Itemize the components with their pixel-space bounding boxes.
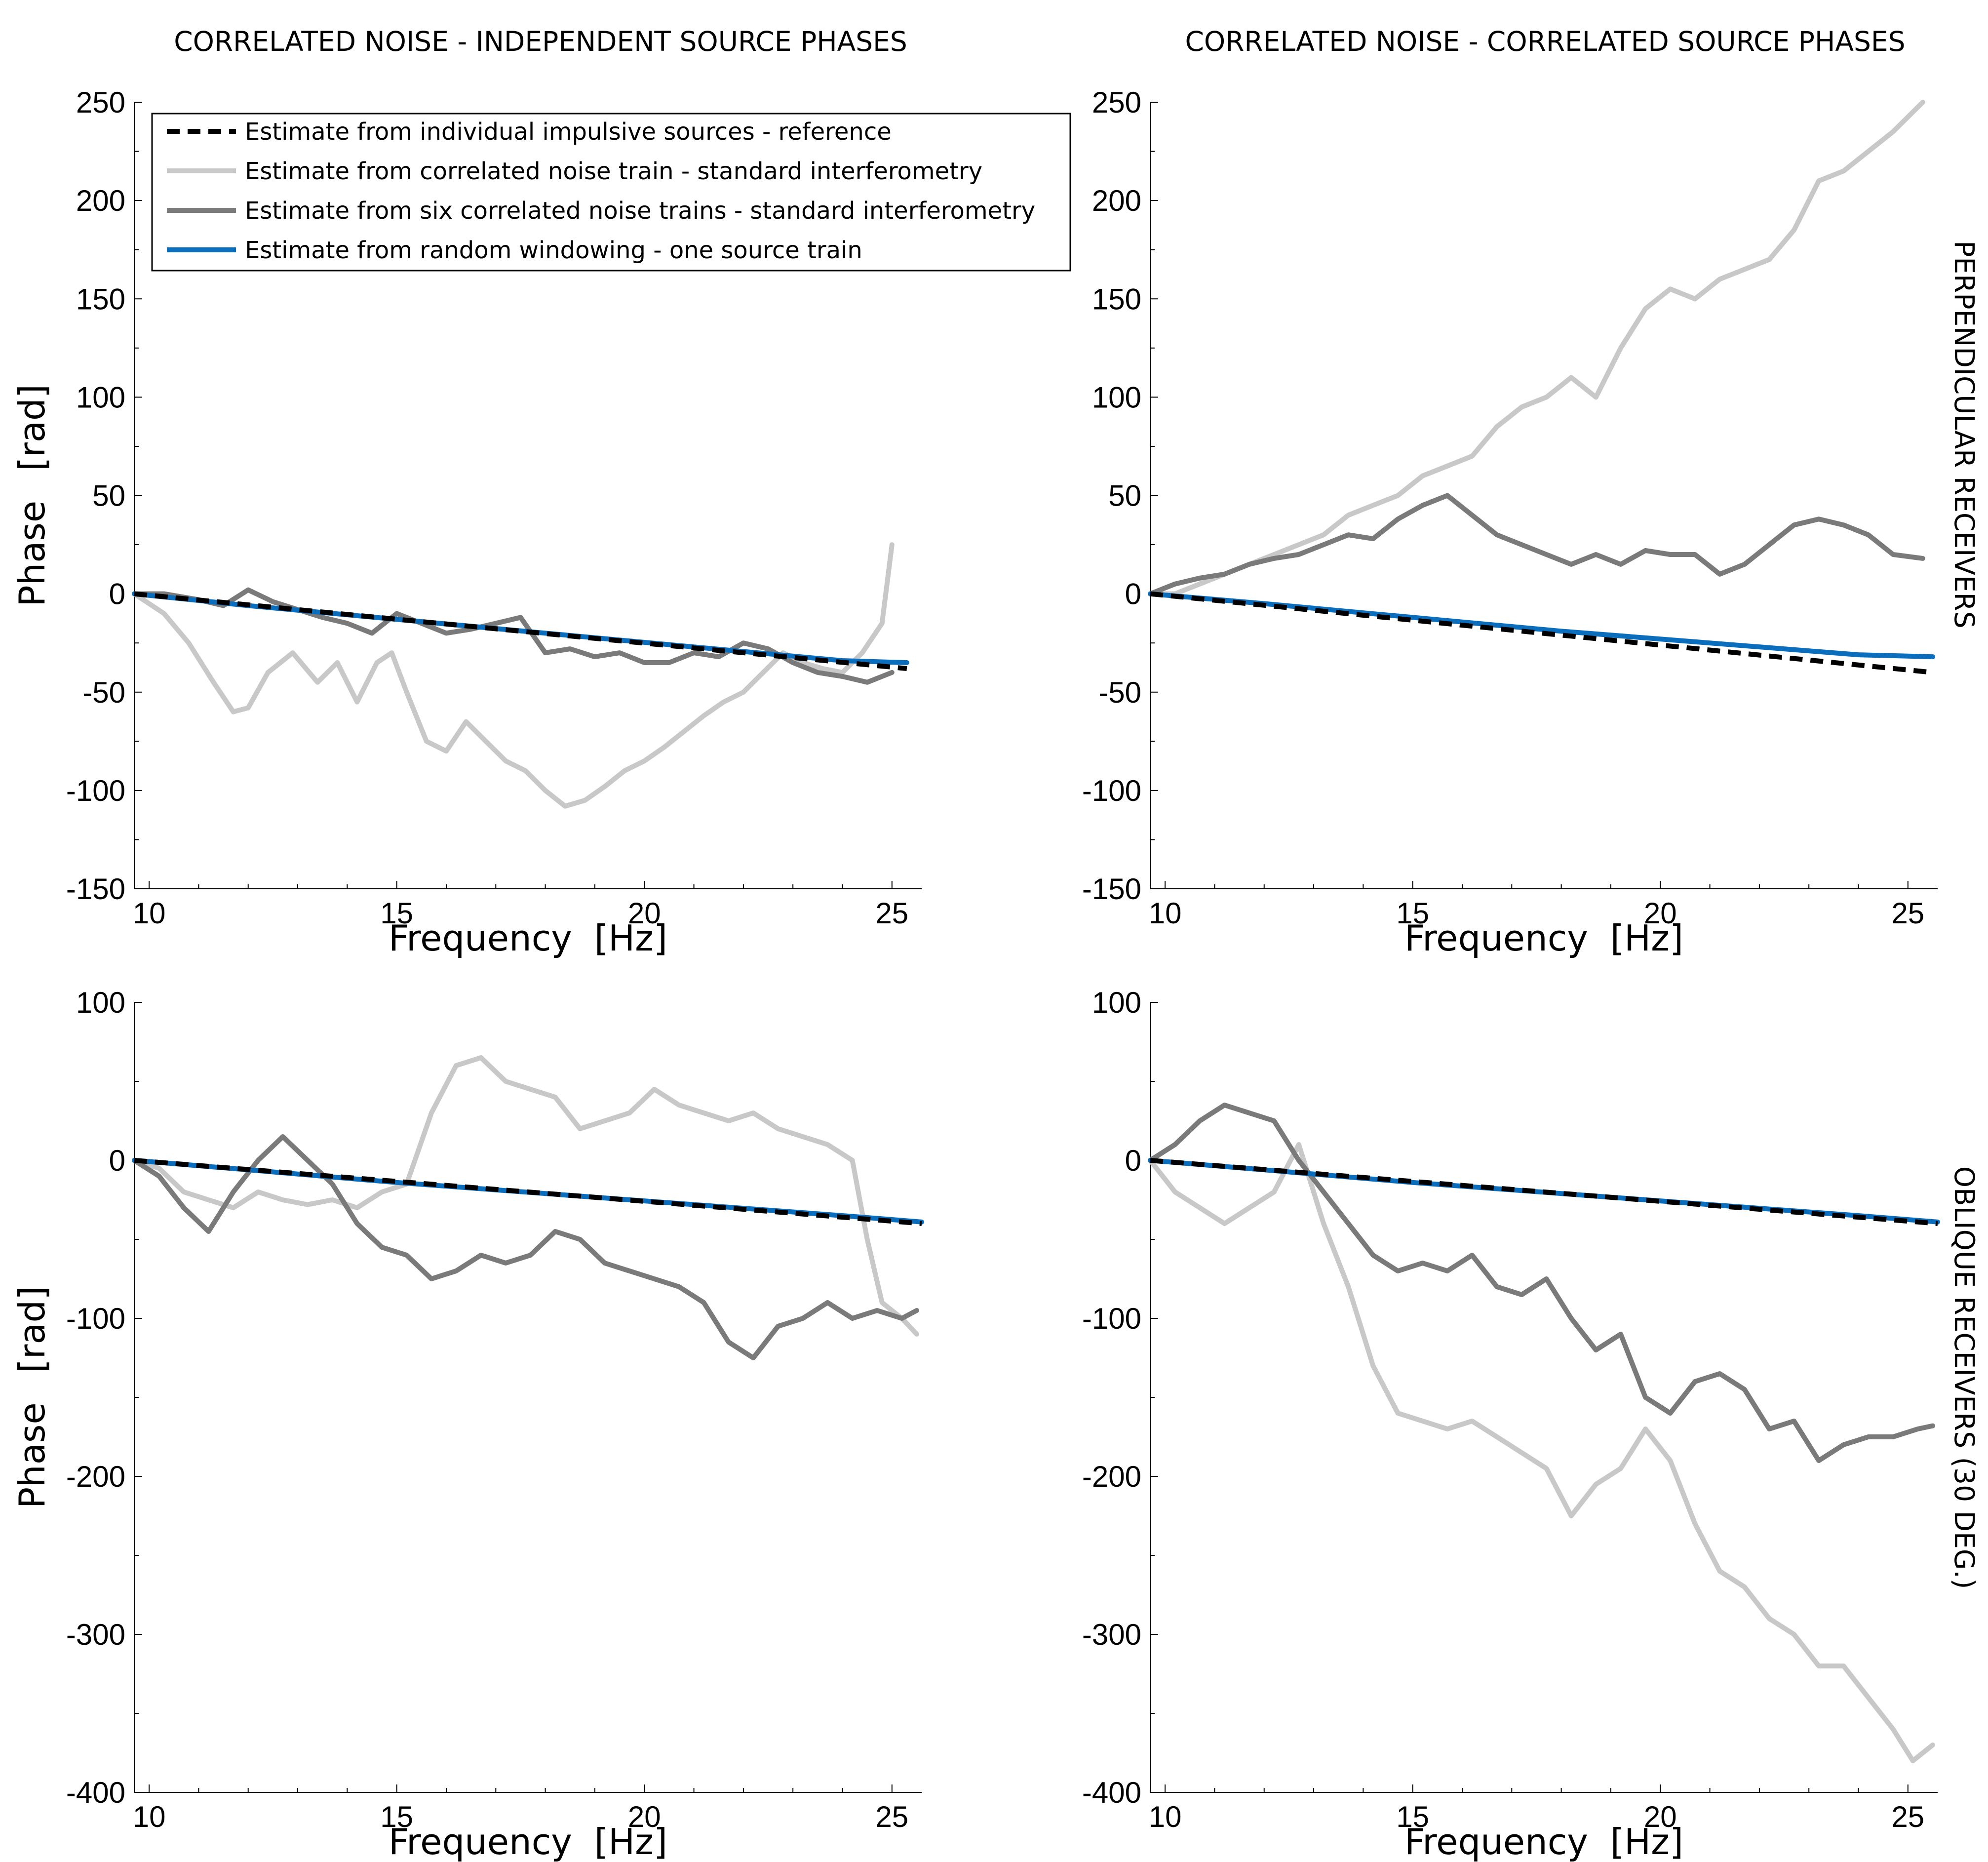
y-tick-label: 150 [76, 282, 125, 316]
x-tick-label: 25 [1891, 897, 1924, 930]
y-tick-label: -200 [1082, 1460, 1141, 1493]
y-tick-label: 250 [76, 86, 125, 119]
y-axis-label-unit: [rad] [11, 1286, 53, 1373]
x-tick-label: 25 [875, 1800, 908, 1833]
x-tick-label: 15 [1396, 1800, 1429, 1833]
y-tick-label: -100 [1082, 1302, 1141, 1335]
column-title-right: CORRELATED NOISE - CORRELATED SOURCE PHA… [1185, 26, 1905, 57]
y-tick-label: -300 [66, 1618, 125, 1651]
x-tick-label: 20 [1644, 897, 1677, 930]
x-axis-label-text: Frequency [389, 917, 572, 959]
y-tick-label: 50 [92, 479, 125, 513]
y-tick-label: 0 [1125, 1144, 1141, 1177]
panel-top-left: -150 -100 -50 0 50 100 150 200 250 10 15 20 25 Freque… [11, 86, 922, 959]
y-tick-label: 0 [109, 1144, 125, 1177]
legend-label-random-windowing: Estimate from random windowing - one sou… [245, 237, 862, 264]
panel-top-right: -150 -100 -50 0 50 100 150 200 250 10 15 20 25 Freque… [1082, 86, 1938, 959]
series-line-correlated-noise-train [1148, 100, 1925, 596]
legend-label-six-correlated-noise-trains: Estimate from six correlated noise train… [245, 197, 1035, 225]
series-line-reference [134, 591, 907, 671]
y-tick-label: 50 [1108, 479, 1141, 513]
y-tick-label: -150 [66, 872, 125, 906]
y-tick-label: -400 [66, 1776, 125, 1809]
y-tick-label: -50 [82, 676, 125, 709]
series-line-correlated-noise-train [132, 1055, 919, 1337]
series-line-correlated-noise-train [132, 542, 895, 809]
x-tick-label: 20 [1644, 1800, 1677, 1833]
x-tick-label: 15 [380, 897, 413, 930]
y-axis-label: Phase [rad] [11, 384, 53, 607]
series-line-six-correlated-noise-trains [1148, 1103, 1935, 1463]
y-tick-label: 100 [76, 986, 125, 1019]
y-tick-label: 150 [1092, 282, 1141, 316]
column-title-left: CORRELATED NOISE - INDEPENDENT SOURCE PH… [174, 26, 907, 57]
y-tick-label: -100 [66, 774, 125, 807]
series-line-six-correlated-noise-trains [132, 587, 895, 685]
series-line-reference [1150, 1158, 1938, 1226]
x-tick-label: 10 [1149, 897, 1182, 930]
x-tick-label: 15 [380, 1800, 413, 1833]
series-line-correlated-noise-train [1148, 1142, 1935, 1763]
x-axis-label-text: Frequency [1404, 1821, 1588, 1862]
y-tick-label: 0 [109, 578, 125, 611]
x-tick-label: 10 [1149, 1800, 1182, 1833]
series-line-six-correlated-noise-trains [132, 1134, 919, 1360]
x-axis-label-unit: [Hz] [594, 917, 667, 959]
x-tick-label: 25 [875, 897, 908, 930]
y-tick-label: -400 [1082, 1776, 1141, 1809]
y-tick-label: 0 [1125, 578, 1141, 611]
x-axis-label: Frequency [Hz] [389, 1821, 667, 1862]
legend: Estimate from individual impulsive sourc… [151, 113, 1071, 272]
y-tick-label: -100 [66, 1302, 125, 1335]
x-tick-label: 10 [133, 897, 166, 930]
x-axis-label: Frequency [Hz] [1404, 1821, 1683, 1862]
x-axis-label-text: Frequency [389, 1821, 572, 1862]
series-line-six-correlated-noise-trains [1148, 493, 1925, 596]
x-axis-label-unit: [Hz] [1610, 1821, 1683, 1862]
y-tick-label: -150 [1082, 872, 1141, 906]
y-tick-label: 250 [1092, 86, 1141, 119]
x-axis-label-text: Frequency [1404, 917, 1588, 959]
series-line-reference [134, 1158, 922, 1226]
x-axis-label-unit: [Hz] [1610, 917, 1683, 959]
x-tick-label: 20 [628, 897, 661, 930]
y-tick-label: 200 [1092, 184, 1141, 217]
y-axis-label-text: Phase [11, 501, 53, 607]
x-tick-label: 25 [1891, 1800, 1924, 1833]
panel-bottom-left: -400 -300 -200 -100 0 100 10 15 20 25 Frequency [Hz… [11, 986, 924, 1862]
x-axis-label: Frequency [Hz] [1404, 917, 1683, 959]
y-axis-label-unit: [rad] [11, 384, 53, 471]
y-tick-label: 200 [76, 184, 125, 217]
legend-label-reference: Estimate from individual impulsive sourc… [245, 118, 892, 146]
y-tick-label: -300 [1082, 1618, 1141, 1651]
y-tick-label: -100 [1082, 774, 1141, 807]
panel-bottom-right: -400 -300 -200 -100 0 100 10 15 20 25 Frequency [Hz… [1082, 986, 1940, 1862]
y-tick-label: 100 [1092, 986, 1141, 1019]
row-title-bottom: OBLIQUE RECEIVERS (30 DEG.) [1949, 1166, 1980, 1589]
legend-box [151, 113, 1071, 272]
y-axis-label: Phase [rad] [11, 1286, 53, 1509]
x-axis-label-unit: [Hz] [594, 1821, 667, 1862]
row-title-top: PERPENDICULAR RECEIVERS [1949, 240, 1980, 629]
y-tick-label: -200 [66, 1460, 125, 1493]
x-axis-label: Frequency [Hz] [389, 917, 667, 959]
y-axis-label-text: Phase [11, 1402, 53, 1508]
y-tick-label: 100 [76, 381, 125, 414]
x-tick-label: 20 [628, 1800, 661, 1833]
legend-label-correlated-noise-train: Estimate from correlated noise train - s… [245, 158, 982, 185]
x-tick-label: 15 [1396, 897, 1429, 930]
y-tick-label: -50 [1098, 676, 1141, 709]
y-tick-label: 100 [1092, 381, 1141, 414]
series-line-reference [1150, 591, 1933, 675]
x-tick-label: 10 [133, 1800, 166, 1833]
